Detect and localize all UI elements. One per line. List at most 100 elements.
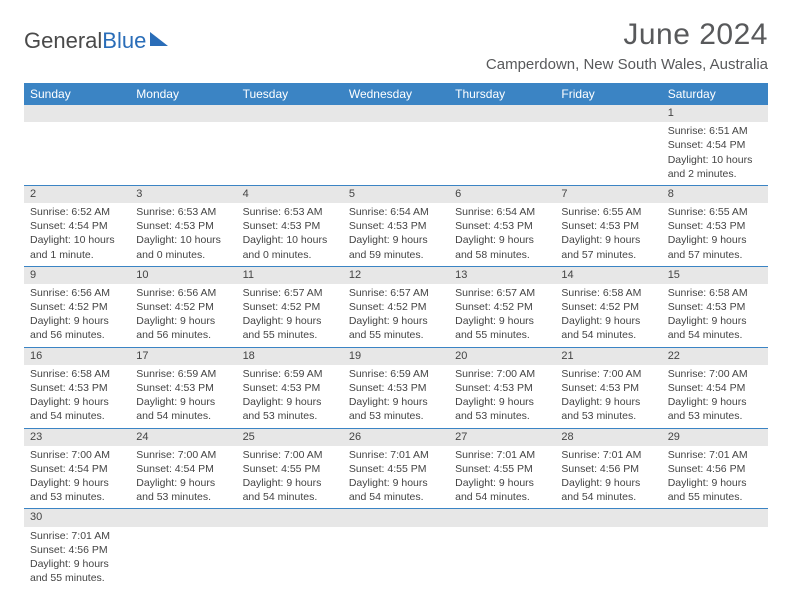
- calendar-day-cell: 14Sunrise: 6:58 AMSunset: 4:52 PMDayligh…: [555, 266, 661, 347]
- daylight-text-1: Daylight: 9 hours: [349, 314, 443, 328]
- day-number: [130, 509, 236, 526]
- day-number: [237, 105, 343, 122]
- calendar-day-cell: 12Sunrise: 6:57 AMSunset: 4:52 PMDayligh…: [343, 266, 449, 347]
- day-details: Sunrise: 6:54 AMSunset: 4:53 PMDaylight:…: [343, 203, 449, 266]
- calendar-day-cell: 30Sunrise: 7:01 AMSunset: 4:56 PMDayligh…: [24, 509, 130, 589]
- sunset-text: Sunset: 4:53 PM: [136, 219, 230, 233]
- daylight-text-2: and 55 minutes.: [349, 328, 443, 342]
- calendar-body: 1Sunrise: 6:51 AMSunset: 4:54 PMDaylight…: [24, 105, 768, 589]
- daylight-text-1: Daylight: 9 hours: [243, 314, 337, 328]
- day-number: 5: [343, 186, 449, 203]
- calendar-day-cell: [24, 105, 130, 185]
- calendar-day-cell: 15Sunrise: 6:58 AMSunset: 4:53 PMDayligh…: [662, 266, 768, 347]
- sunrise-text: Sunrise: 6:51 AM: [668, 124, 762, 138]
- sunrise-text: Sunrise: 7:00 AM: [30, 448, 124, 462]
- day-details: Sunrise: 7:00 AMSunset: 4:54 PMDaylight:…: [24, 446, 130, 509]
- day-number: 22: [662, 348, 768, 365]
- daylight-text-2: and 58 minutes.: [455, 248, 549, 262]
- day-number: [555, 105, 661, 122]
- sunset-text: Sunset: 4:52 PM: [561, 300, 655, 314]
- sunset-text: Sunset: 4:53 PM: [349, 219, 443, 233]
- day-number: 23: [24, 429, 130, 446]
- daylight-text-2: and 54 minutes.: [243, 490, 337, 504]
- sunrise-text: Sunrise: 6:58 AM: [30, 367, 124, 381]
- day-details: Sunrise: 6:53 AMSunset: 4:53 PMDaylight:…: [130, 203, 236, 266]
- day-number: [449, 105, 555, 122]
- day-details: Sunrise: 6:52 AMSunset: 4:54 PMDaylight:…: [24, 203, 130, 266]
- day-details: Sunrise: 6:54 AMSunset: 4:53 PMDaylight:…: [449, 203, 555, 266]
- day-details: Sunrise: 6:58 AMSunset: 4:53 PMDaylight:…: [24, 365, 130, 428]
- sunrise-text: Sunrise: 6:57 AM: [243, 286, 337, 300]
- calendar-week-row: 23Sunrise: 7:00 AMSunset: 4:54 PMDayligh…: [24, 428, 768, 509]
- calendar-day-cell: 4Sunrise: 6:53 AMSunset: 4:53 PMDaylight…: [237, 185, 343, 266]
- day-number: 10: [130, 267, 236, 284]
- daylight-text-2: and 57 minutes.: [561, 248, 655, 262]
- dayname-header: Friday: [555, 83, 661, 105]
- sunset-text: Sunset: 4:54 PM: [30, 462, 124, 476]
- sunset-text: Sunset: 4:53 PM: [455, 381, 549, 395]
- dayname-header: Tuesday: [237, 83, 343, 105]
- daylight-text-1: Daylight: 9 hours: [136, 314, 230, 328]
- sunrise-text: Sunrise: 6:54 AM: [349, 205, 443, 219]
- daylight-text-2: and 56 minutes.: [136, 328, 230, 342]
- daylight-text-2: and 57 minutes.: [668, 248, 762, 262]
- day-details: Sunrise: 7:01 AMSunset: 4:56 PMDaylight:…: [24, 527, 130, 590]
- calendar-week-row: 1Sunrise: 6:51 AMSunset: 4:54 PMDaylight…: [24, 105, 768, 185]
- sunrise-text: Sunrise: 6:55 AM: [561, 205, 655, 219]
- day-number: 25: [237, 429, 343, 446]
- daylight-text-2: and 53 minutes.: [668, 409, 762, 423]
- sunrise-text: Sunrise: 7:01 AM: [349, 448, 443, 462]
- daylight-text-2: and 54 minutes.: [668, 328, 762, 342]
- sunrise-text: Sunrise: 6:53 AM: [243, 205, 337, 219]
- day-details: Sunrise: 6:55 AMSunset: 4:53 PMDaylight:…: [662, 203, 768, 266]
- day-details: Sunrise: 6:56 AMSunset: 4:52 PMDaylight:…: [24, 284, 130, 347]
- daylight-text-1: Daylight: 10 hours: [30, 233, 124, 247]
- location: Camperdown, New South Wales, Australia: [486, 56, 768, 73]
- sunrise-text: Sunrise: 6:58 AM: [668, 286, 762, 300]
- calendar-day-cell: 5Sunrise: 6:54 AMSunset: 4:53 PMDaylight…: [343, 185, 449, 266]
- daylight-text-2: and 56 minutes.: [30, 328, 124, 342]
- sunrise-text: Sunrise: 7:01 AM: [561, 448, 655, 462]
- calendar-day-cell: [449, 105, 555, 185]
- calendar-day-cell: 21Sunrise: 7:00 AMSunset: 4:53 PMDayligh…: [555, 347, 661, 428]
- daylight-text-1: Daylight: 9 hours: [30, 557, 124, 571]
- daylight-text-1: Daylight: 9 hours: [136, 476, 230, 490]
- calendar-day-cell: 9Sunrise: 6:56 AMSunset: 4:52 PMDaylight…: [24, 266, 130, 347]
- sunrise-text: Sunrise: 7:00 AM: [668, 367, 762, 381]
- daylight-text-2: and 53 minutes.: [30, 490, 124, 504]
- daylight-text-1: Daylight: 10 hours: [243, 233, 337, 247]
- daylight-text-2: and 55 minutes.: [30, 571, 124, 585]
- day-number: 28: [555, 429, 661, 446]
- day-number: [343, 105, 449, 122]
- daylight-text-2: and 2 minutes.: [668, 167, 762, 181]
- sunset-text: Sunset: 4:54 PM: [668, 381, 762, 395]
- title-block: June 2024 Camperdown, New South Wales, A…: [486, 18, 768, 73]
- daylight-text-1: Daylight: 9 hours: [349, 395, 443, 409]
- daylight-text-2: and 0 minutes.: [136, 248, 230, 262]
- sunset-text: Sunset: 4:56 PM: [30, 543, 124, 557]
- day-details: Sunrise: 6:57 AMSunset: 4:52 PMDaylight:…: [343, 284, 449, 347]
- calendar-week-row: 30Sunrise: 7:01 AMSunset: 4:56 PMDayligh…: [24, 509, 768, 589]
- calendar-day-cell: 16Sunrise: 6:58 AMSunset: 4:53 PMDayligh…: [24, 347, 130, 428]
- daylight-text-1: Daylight: 9 hours: [668, 233, 762, 247]
- calendar-head: SundayMondayTuesdayWednesdayThursdayFrid…: [24, 83, 768, 105]
- sunrise-text: Sunrise: 6:56 AM: [30, 286, 124, 300]
- sunrise-text: Sunrise: 6:59 AM: [349, 367, 443, 381]
- daylight-text-1: Daylight: 9 hours: [243, 476, 337, 490]
- day-details: Sunrise: 7:00 AMSunset: 4:54 PMDaylight:…: [130, 446, 236, 509]
- sunrise-text: Sunrise: 7:01 AM: [668, 448, 762, 462]
- daylight-text-1: Daylight: 9 hours: [243, 395, 337, 409]
- day-number: 6: [449, 186, 555, 203]
- day-details: Sunrise: 7:01 AMSunset: 4:55 PMDaylight:…: [449, 446, 555, 509]
- calendar-day-cell: [449, 509, 555, 589]
- day-details: Sunrise: 6:55 AMSunset: 4:53 PMDaylight:…: [555, 203, 661, 266]
- calendar-day-cell: [130, 105, 236, 185]
- calendar-day-cell: [662, 509, 768, 589]
- daylight-text-1: Daylight: 9 hours: [30, 314, 124, 328]
- calendar-day-cell: 17Sunrise: 6:59 AMSunset: 4:53 PMDayligh…: [130, 347, 236, 428]
- sunrise-text: Sunrise: 6:55 AM: [668, 205, 762, 219]
- logo-text-1: General: [24, 28, 102, 54]
- calendar-day-cell: 22Sunrise: 7:00 AMSunset: 4:54 PMDayligh…: [662, 347, 768, 428]
- calendar-day-cell: 26Sunrise: 7:01 AMSunset: 4:55 PMDayligh…: [343, 428, 449, 509]
- dayname-header: Monday: [130, 83, 236, 105]
